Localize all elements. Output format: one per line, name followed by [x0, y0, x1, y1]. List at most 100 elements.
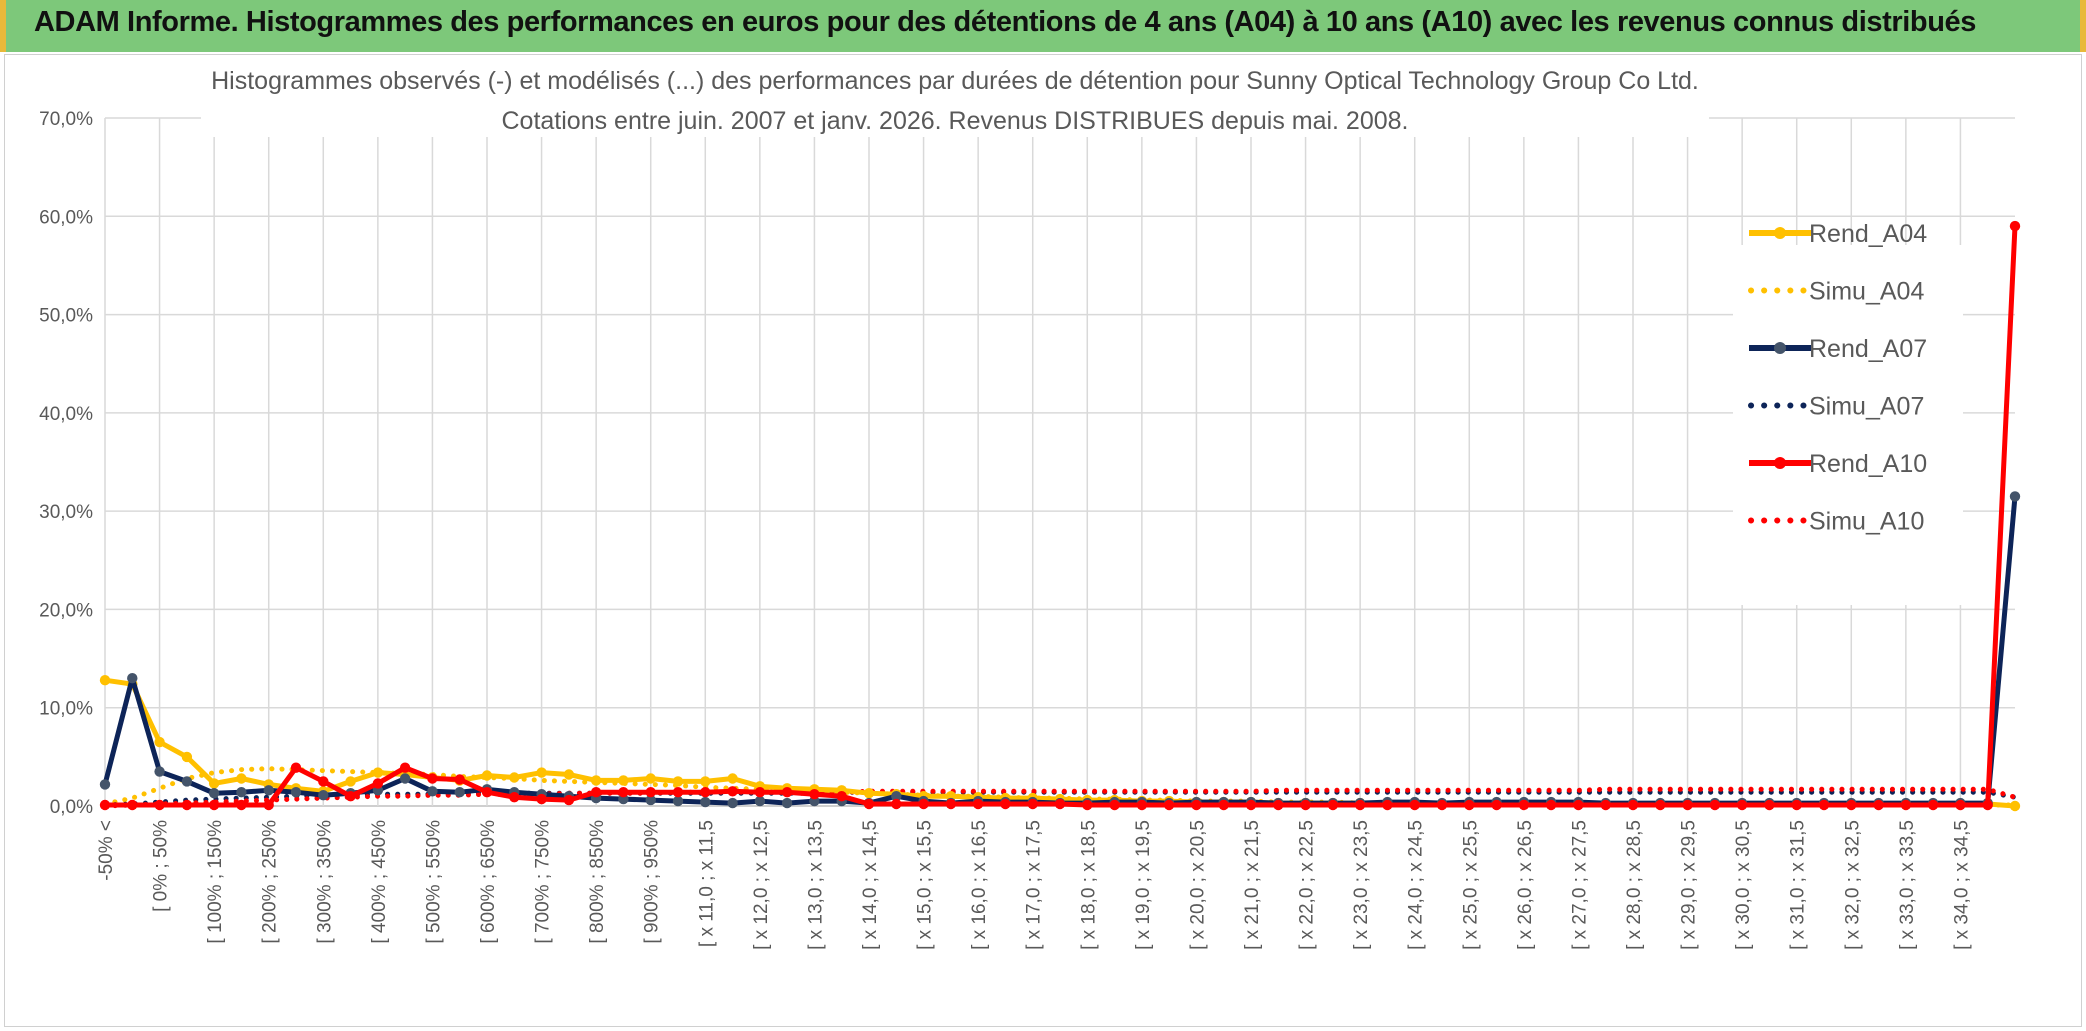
- data-point: [1382, 799, 1393, 811]
- data-point: [1245, 799, 1257, 811]
- data-point: [700, 796, 711, 808]
- data-point: [1000, 798, 1011, 810]
- data-point: [318, 790, 329, 801]
- data-point: [754, 795, 766, 807]
- x-tick-label: [ x 17,0 ; x 17,5: [1024, 820, 1045, 950]
- data-point: [127, 673, 138, 684]
- y-tick-label: 10,0%: [39, 699, 93, 720]
- data-point: [1600, 799, 1611, 811]
- legend-label: Rend_A07: [1809, 335, 1927, 363]
- data-point: [1791, 799, 1802, 811]
- data-point: [481, 770, 493, 781]
- legend-marker: [1774, 457, 1786, 469]
- legend-item: Simu_A07: [1748, 393, 1924, 421]
- data-point: [781, 797, 793, 809]
- series-rend-a07: [99, 491, 2021, 809]
- x-tick-label: [ x 29,0 ; x 29,5: [1679, 820, 1700, 950]
- data-point: [99, 675, 111, 686]
- x-tick-label: [ x 12,0 ; x 12,5: [751, 820, 772, 950]
- data-point: [509, 772, 520, 783]
- data-point: [1573, 799, 1584, 811]
- data-point: [863, 788, 875, 799]
- data-point: [208, 788, 220, 799]
- data-point: [1191, 799, 1202, 811]
- data-point: [1109, 799, 1120, 811]
- data-point: [727, 797, 738, 809]
- data-point: [754, 787, 766, 798]
- data-point: [536, 767, 547, 778]
- series-line: [104, 677, 2016, 809]
- data-point: [1409, 799, 1420, 811]
- x-tick-label: [ x 11,0 ; x 11,5: [696, 820, 717, 947]
- data-point: [781, 787, 793, 798]
- data-point: [918, 798, 929, 810]
- data-point: [1682, 799, 1693, 811]
- x-tick-label: [ 600% ; 650%: [478, 820, 499, 944]
- legend-background: [1733, 245, 1963, 605]
- report-banner: ADAM Informe. Histogrammes des performan…: [0, 0, 2086, 52]
- data-point: [427, 773, 438, 784]
- x-tick-label: [ x 21,0 ; x 21,5: [1242, 820, 1263, 950]
- y-tick-label: 70,0%: [39, 109, 93, 130]
- legend-label: Simu_A10: [1809, 508, 1924, 536]
- legend-label: Simu_A04: [1809, 278, 1924, 306]
- x-tick-label: [ x 16,0 ; x 16,5: [969, 820, 990, 950]
- legend-label: Rend_A10: [1809, 450, 1927, 478]
- legend-marker: [1774, 227, 1786, 239]
- data-point: [181, 776, 193, 787]
- legend-item: Rend_A04: [1749, 220, 1927, 248]
- data-point: [2009, 491, 2021, 502]
- data-point: [127, 799, 138, 811]
- x-tick-label: [ 700% ; 750%: [533, 820, 554, 944]
- y-tick-label: 30,0%: [39, 502, 93, 523]
- data-point: [972, 798, 984, 810]
- data-point: [672, 787, 684, 798]
- data-point: [1027, 798, 1038, 810]
- data-point: [727, 786, 738, 797]
- data-point: [590, 775, 602, 786]
- data-point: [1818, 799, 1830, 811]
- x-tick-label: [ x 13,0 ; x 13,5: [805, 820, 826, 950]
- legend-marker: [1774, 342, 1786, 354]
- x-tick-label: [ x 20,0 ; x 20,5: [1187, 820, 1208, 950]
- data-point: [1054, 798, 1066, 810]
- x-tick-label: [ x 22,0 ; x 22,5: [1297, 820, 1318, 950]
- x-tick-label: [ x 26,0 ; x 26,5: [1515, 820, 1536, 950]
- data-point: [318, 776, 329, 787]
- data-point: [1846, 799, 1857, 811]
- data-point: [1873, 799, 1884, 811]
- report-title: ADAM Informe. Histogrammes des performan…: [34, 6, 1976, 38]
- data-point: [563, 769, 575, 780]
- x-tick-label: [ 0% ; 50%: [151, 820, 172, 912]
- data-point: [208, 799, 220, 811]
- x-tick-label: [ x 32,0 ; x 32,5: [1842, 820, 1863, 950]
- x-tick-label: [ x 18,0 ; x 18,5: [1078, 820, 1099, 950]
- data-point: [618, 787, 629, 798]
- legend-item: Rend_A07: [1749, 335, 1927, 363]
- data-point: [427, 786, 438, 797]
- chart-subtitle: Cotations entre juin. 2007 et janv. 2026…: [502, 107, 1409, 135]
- data-point: [1545, 799, 1557, 811]
- data-point: [645, 773, 656, 784]
- data-point: [236, 799, 247, 811]
- data-point: [1300, 799, 1311, 811]
- data-point: [563, 794, 575, 806]
- data-point: [891, 791, 902, 802]
- data-point: [1736, 799, 1748, 811]
- x-tick-label: [ x 23,0 ; x 23,5: [1351, 820, 1372, 950]
- x-tick-label: [ 900% ; 950%: [642, 820, 663, 944]
- data-point: [1955, 799, 1966, 811]
- data-point: [1082, 799, 1093, 811]
- data-point: [1464, 799, 1475, 811]
- data-point: [1327, 799, 1339, 811]
- x-tick-label: [ x 33,0 ; x 33,5: [1897, 820, 1918, 950]
- data-point: [700, 776, 711, 787]
- data-point: [481, 787, 493, 798]
- data-point: [945, 798, 957, 810]
- data-point: [154, 736, 165, 748]
- series-line: [102, 496, 2018, 806]
- x-tick-label: [ 200% ; 250%: [260, 820, 281, 944]
- data-point: [836, 791, 847, 802]
- data-point: [399, 773, 411, 784]
- data-point: [891, 798, 902, 810]
